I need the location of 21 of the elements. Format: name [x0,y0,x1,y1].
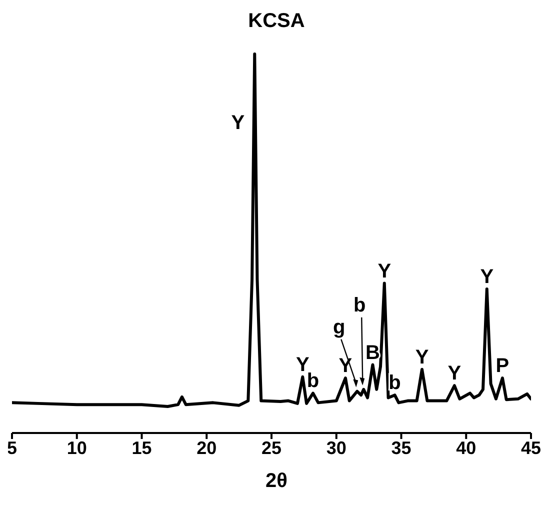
x-tick-label: 15 [132,438,152,458]
annotation: Y [378,260,392,282]
annotation: Y [231,112,246,134]
x-tick-label: 45 [520,438,542,458]
annotation: B [365,342,380,364]
x-tick-label: 35 [391,438,412,458]
annotation: b [354,294,366,316]
annotation: b [306,370,320,392]
x-tick-label: 25 [261,438,282,458]
annotation: Y [448,362,462,385]
annotation: Y [415,346,430,368]
annotation: Y [480,266,494,288]
chart-title: KCSA [247,10,306,33]
annotation: P [496,355,510,378]
annotation: g [333,316,346,338]
x-axis-title: 2θ [264,470,288,493]
x-tick-label: 10 [66,438,87,458]
x-tick-label: 30 [326,438,346,458]
annotation: b [388,372,401,394]
x-tick-label: 40 [456,438,476,458]
x-tick-label: 20 [196,438,217,458]
